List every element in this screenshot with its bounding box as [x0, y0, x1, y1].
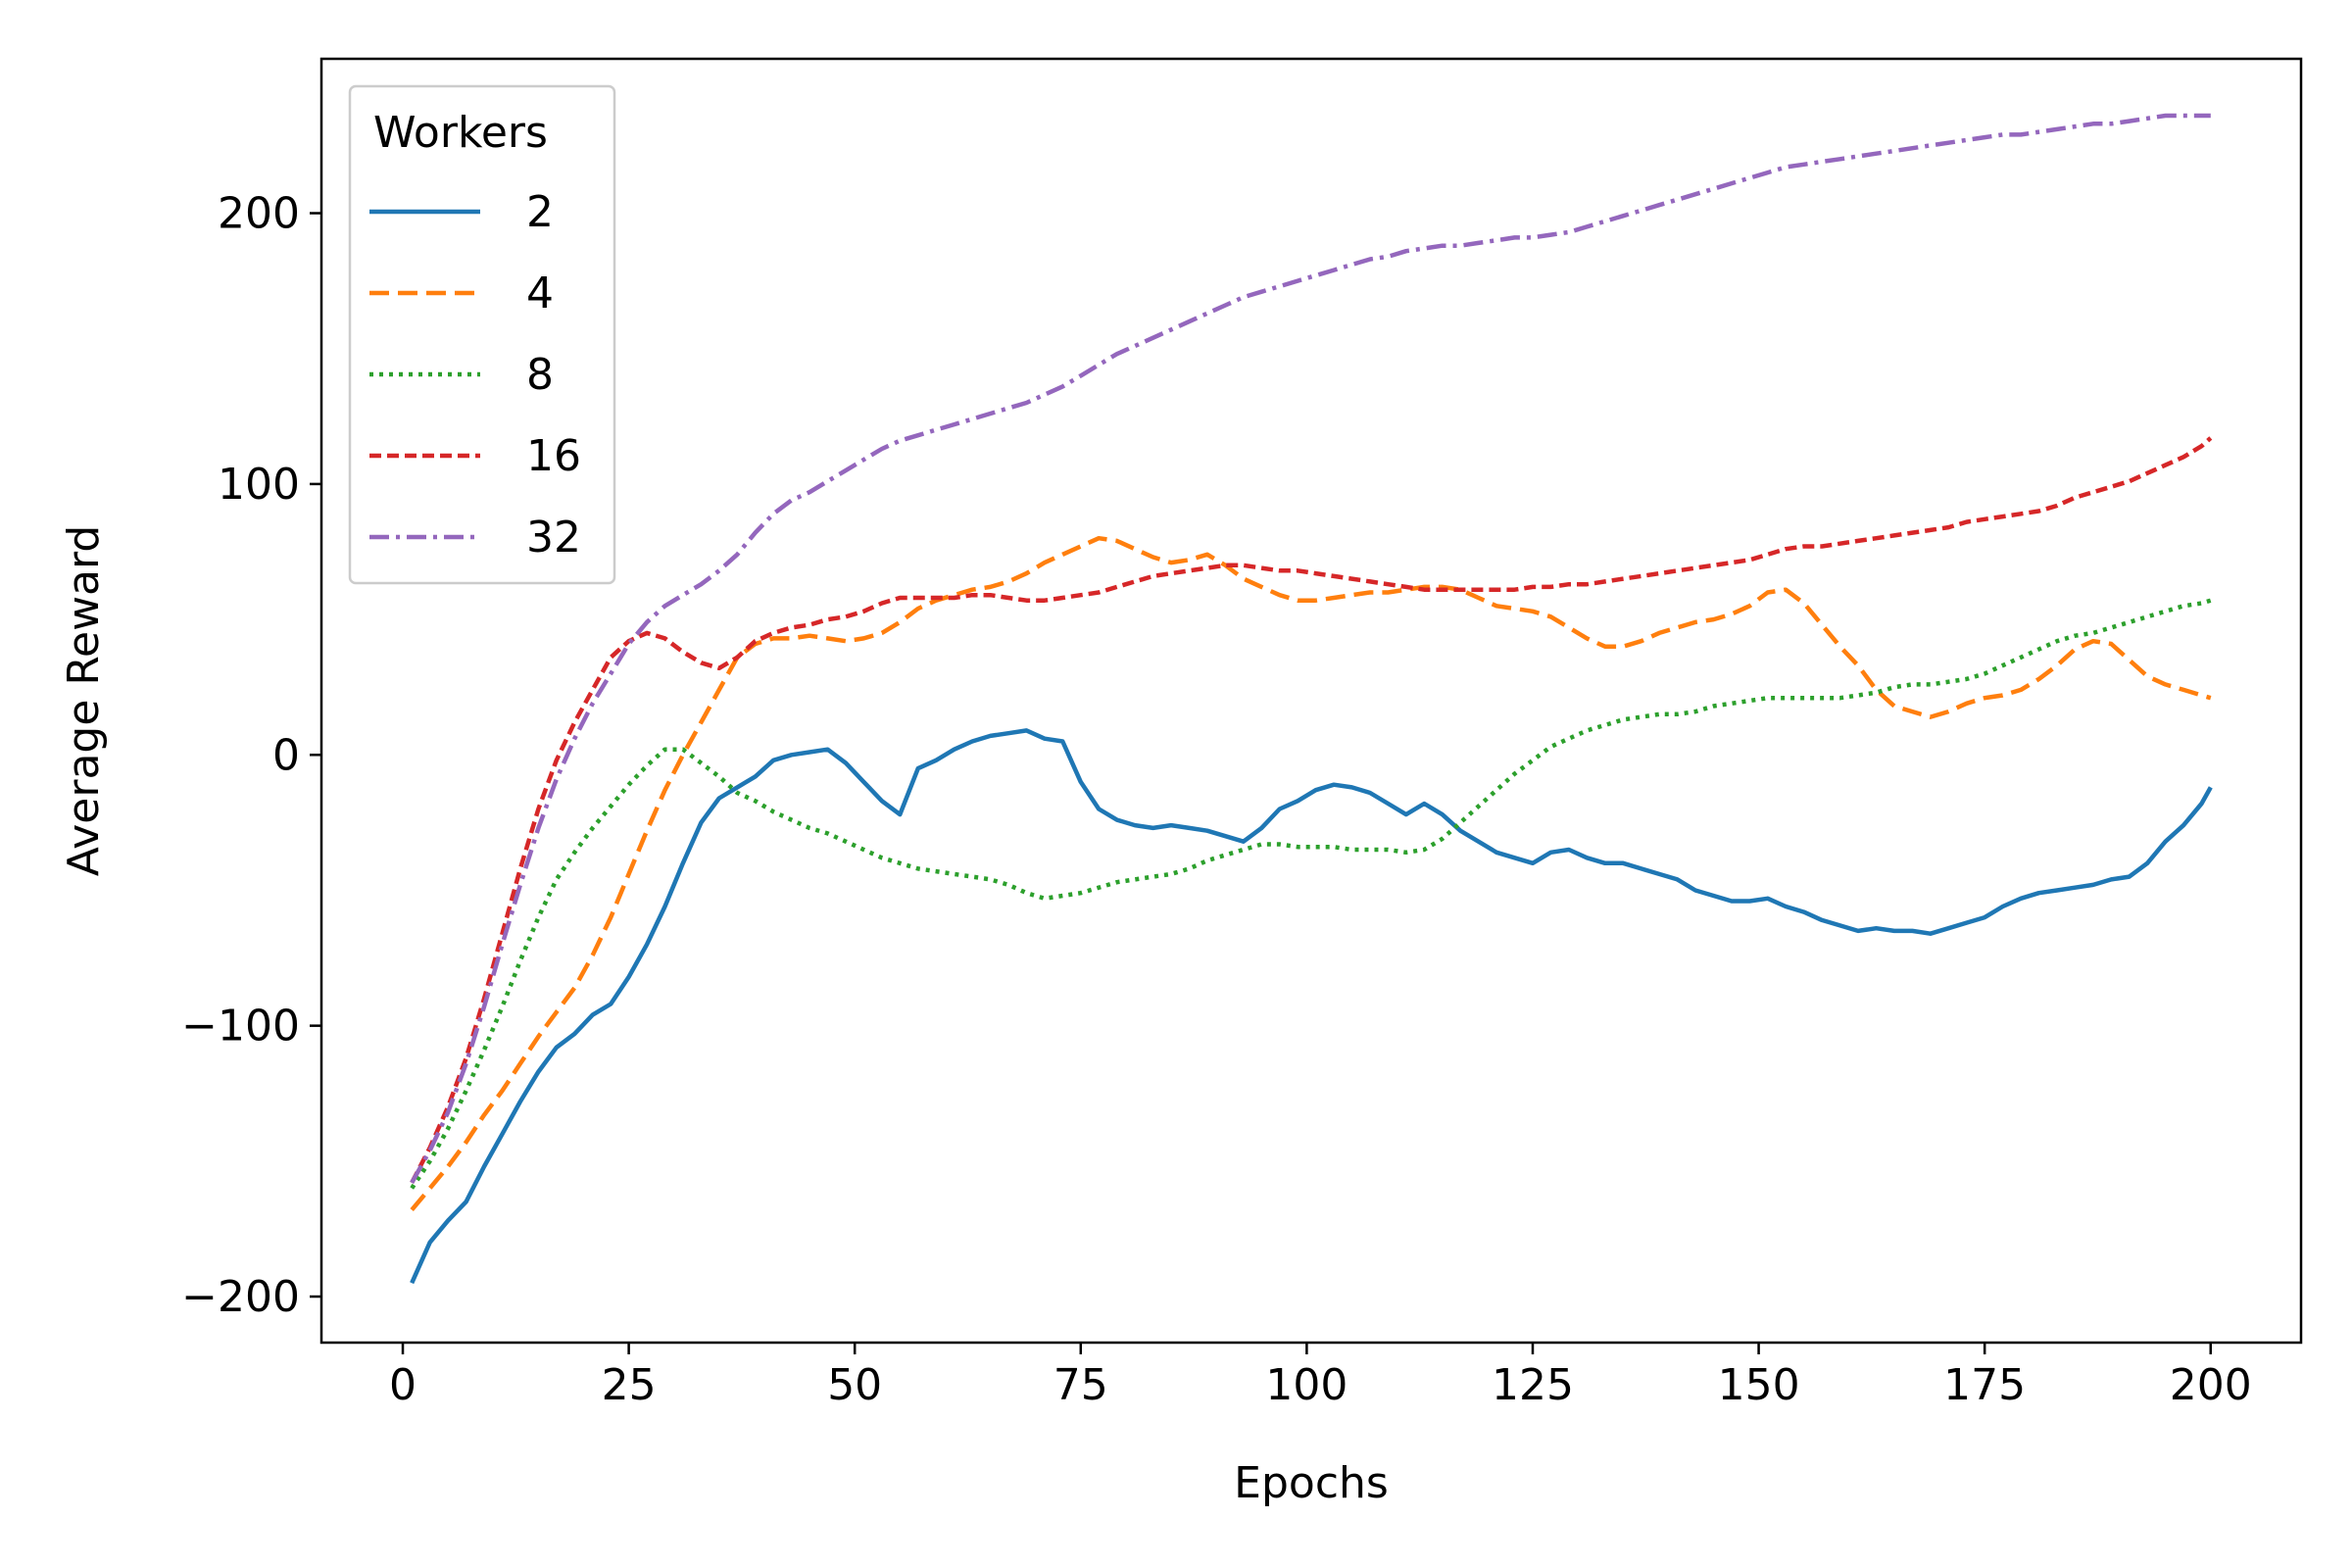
y-tick-label: 100 [218, 460, 300, 510]
x-tick-label: 100 [1265, 1360, 1348, 1410]
legend-label-2: 2 [526, 187, 554, 237]
x-tick-label: 125 [1492, 1360, 1574, 1410]
x-axis-label: Epochs [1234, 1458, 1389, 1508]
series-line-2 [410, 728, 2213, 1285]
legend-label-8: 8 [526, 350, 554, 400]
x-tick-label: 50 [827, 1360, 882, 1410]
legend-label-4: 4 [526, 269, 554, 318]
x-tick-label: 175 [1943, 1360, 2026, 1410]
legend: Workers 2 4 8 16 32 [348, 84, 616, 585]
y-tick-label: −200 [181, 1272, 300, 1322]
legend-box [348, 84, 616, 585]
legend-label-32: 32 [526, 513, 581, 563]
y-axis-label: Average Reward [59, 525, 109, 877]
x-tick-label: 75 [1054, 1360, 1108, 1410]
x-tick-label: 150 [1718, 1360, 1800, 1410]
legend-label-16: 16 [526, 431, 581, 481]
x-tick-label: 0 [389, 1360, 416, 1410]
x-tick-label: 25 [602, 1360, 657, 1410]
series-line-16 [410, 436, 2213, 1184]
axes-frame [319, 57, 2303, 1345]
x-axis-ticks: 0 25 50 75 100 125 150 175 200 [389, 1343, 2252, 1410]
series-line-4 [410, 535, 2212, 1212]
series-line-8 [410, 598, 2212, 1190]
y-tick-label: 200 [218, 189, 300, 239]
y-tick-label: −100 [181, 1002, 300, 1052]
y-axis-ticks: −200 −100 0 100 200 [181, 189, 321, 1322]
y-tick-label: 0 [272, 730, 300, 780]
legend-title: Workers [373, 108, 548, 158]
series-layer [410, 113, 2213, 1285]
x-tick-label: 200 [2170, 1360, 2252, 1410]
